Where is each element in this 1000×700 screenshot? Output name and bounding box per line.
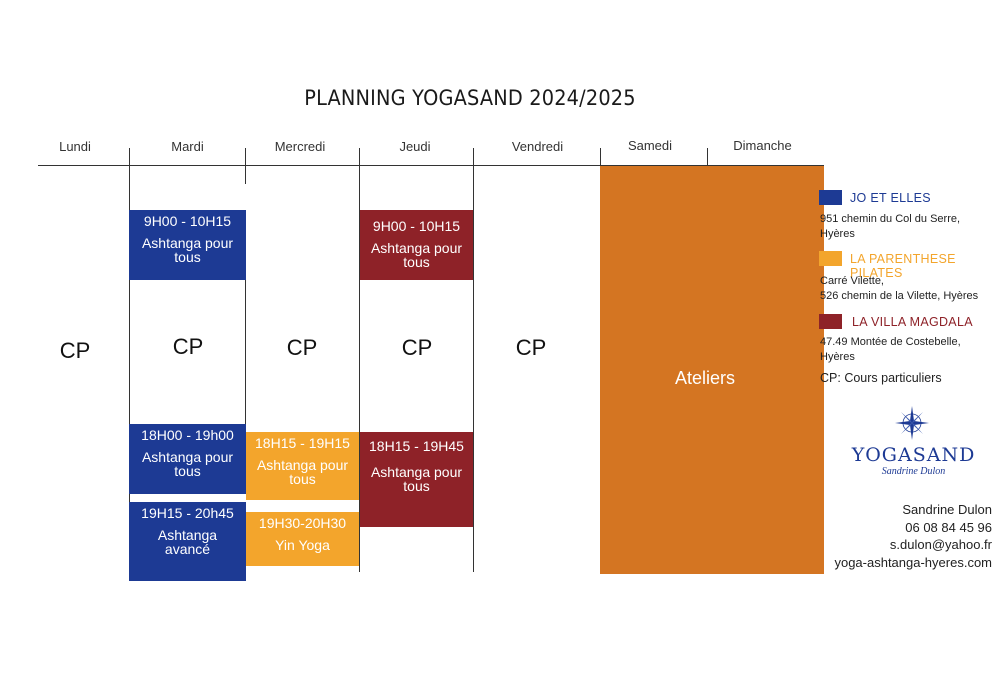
legend-address: 47.49 Montée de Costebelle, Hyères [820, 335, 961, 365]
session-time: 18H15 - 19H15 [255, 435, 350, 451]
address-line: 47.49 Montée de Costebelle, [820, 336, 961, 348]
contact-block: Sandrine Dulon 06 08 84 45 96 s.dulon@ya… [834, 501, 992, 571]
address-line: Hyères [820, 351, 855, 363]
logo-name: YOGASAND [851, 444, 976, 466]
cp-lundi: CP [59, 338, 91, 363]
session-mardi-evening-1[interactable]: 18H00 - 19h00 Ashtanga pour tous [129, 424, 246, 494]
session-name: Ashtanga pour tous [370, 240, 463, 270]
logo-subtitle: Sandrine Dulon [881, 466, 946, 477]
column-divider [245, 280, 246, 432]
column-divider [245, 148, 246, 184]
session-mardi-morning[interactable]: 9H00 - 10H15 Ashtanga pour tous [129, 210, 246, 280]
session-name: Ashtanga pour tous [256, 457, 349, 487]
weekend-label: Ateliers [674, 368, 736, 388]
legend-swatch-parenthese-pilates [819, 251, 842, 266]
session-name: Ashtanga pour tous [141, 235, 234, 265]
contact-website[interactable]: yoga-ashtanga-hyeres.com [834, 554, 992, 570]
address-line: 951 chemin du Col du Serre, [820, 213, 961, 225]
day-vendredi: Vendredi [511, 139, 564, 154]
session-time: 18H00 - 19h00 [141, 427, 234, 443]
column-divider [129, 148, 130, 580]
page-title: PLANNING YOGASAND 2024/2025 [304, 86, 636, 110]
session-jeudi-evening[interactable]: 18H15 - 19H45 Ashtanga pour tous [360, 432, 473, 527]
compass-rose-icon [894, 405, 930, 441]
header-divider [38, 165, 824, 166]
legend-address: 951 chemin du Col du Serre, Hyères [820, 212, 960, 242]
address-line: Hyères [820, 228, 855, 240]
session-name: Yin Yoga [275, 537, 330, 553]
legend-title-villa-magdala: LA VILLA MAGDALA [852, 315, 973, 329]
legend-swatch-villa-magdala [819, 314, 842, 329]
session-mercredi-evening-1[interactable]: 18H15 - 19H15 Ashtanga pour tous [246, 432, 359, 500]
legend-address: Carré Vilette, 526 chemin de la Vilette,… [820, 274, 978, 304]
cp-vendredi: CP [515, 335, 547, 360]
address-line: 526 chemin de la Vilette, Hyères [820, 290, 979, 302]
session-mardi-evening-2[interactable]: 19H15 - 20h45 Ashtanga avancé [129, 502, 246, 581]
weekend-block[interactable]: Ateliers [600, 166, 824, 574]
cp-description: Cours particuliers [844, 371, 942, 385]
session-time: 19H15 - 20h45 [141, 505, 234, 521]
contact-email[interactable]: s.dulon@yahoo.fr [889, 537, 992, 552]
cp-legend-note: CP: Cours particuliers [820, 371, 942, 385]
day-dimanche: Dimanche [733, 138, 792, 153]
session-time: 19H30-20H30 [258, 515, 347, 531]
session-time: 9H00 - 10H15 [372, 218, 461, 234]
session-name: Ashtanga avancé [157, 527, 218, 557]
session-name: Ashtanga pour tous [141, 449, 234, 479]
legend-swatch-jo-et-elles [819, 190, 842, 205]
day-lundi: Lundi [59, 139, 91, 154]
column-divider [600, 148, 601, 168]
contact-name: Sandrine Dulon [902, 502, 992, 517]
session-mercredi-evening-2[interactable]: 19H30-20H30 Yin Yoga [246, 512, 359, 566]
cp-jeudi: CP [401, 335, 433, 360]
legend-title-parenthese-pilates: LA PARENTHESE PILATES [850, 252, 956, 280]
legend-title-jo-et-elles: JO ET ELLES [850, 191, 931, 205]
day-samedi: Samedi [627, 138, 673, 153]
session-time: 18H15 - 19H45 [369, 438, 464, 454]
day-mercredi: Mercredi [274, 139, 326, 154]
column-divider [359, 148, 360, 572]
cp-abbr: CP: [820, 371, 841, 385]
cp-mercredi: CP [286, 335, 318, 360]
column-divider [473, 148, 474, 572]
column-divider [707, 148, 708, 168]
cp-mardi: CP [172, 334, 204, 359]
day-mardi: Mardi [171, 139, 204, 154]
session-time: 9H00 - 10H15 [143, 213, 232, 229]
session-name: Ashtanga pour tous [370, 464, 463, 494]
session-jeudi-morning[interactable]: 9H00 - 10H15 Ashtanga pour tous [360, 210, 473, 280]
contact-phone[interactable]: 06 08 84 45 96 [905, 519, 992, 535]
day-jeudi: Jeudi [399, 139, 431, 154]
address-line: Carré Vilette, [820, 275, 884, 287]
